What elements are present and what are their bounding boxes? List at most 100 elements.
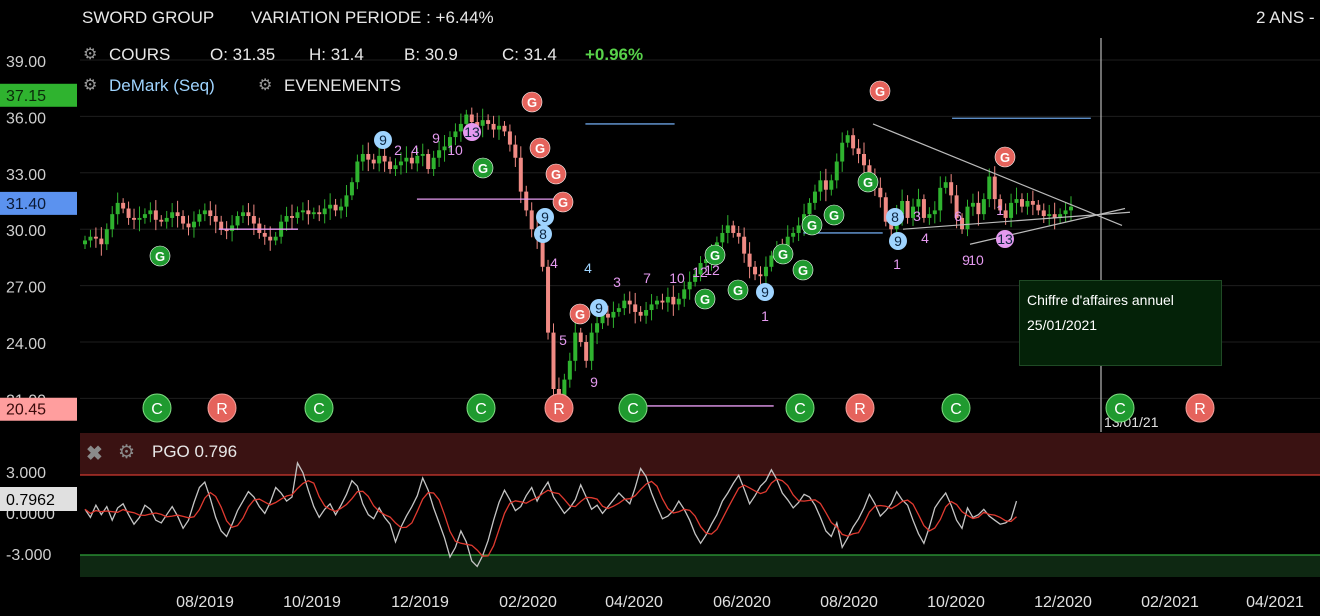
candle bbox=[676, 298, 681, 305]
event-marker bbox=[1105, 393, 1135, 423]
candle bbox=[845, 135, 850, 143]
candle bbox=[1069, 206, 1073, 211]
demark-count-badge bbox=[463, 123, 481, 141]
x-tick-label: 02/2020 bbox=[499, 594, 557, 611]
candle bbox=[796, 225, 801, 233]
candle bbox=[224, 229, 229, 232]
events-indicator-label[interactable]: EVENEMENTS bbox=[284, 76, 402, 95]
candle bbox=[475, 122, 480, 126]
candle bbox=[1019, 199, 1024, 207]
candle bbox=[137, 217, 142, 220]
candle bbox=[497, 125, 502, 130]
price-tag-last bbox=[0, 191, 77, 215]
candle bbox=[921, 199, 926, 218]
events-settings-gear-icon[interactable]: ⚙ bbox=[258, 77, 273, 94]
candle bbox=[829, 180, 834, 190]
candle bbox=[704, 259, 709, 264]
x-tick-label: 08/2019 bbox=[176, 594, 234, 611]
period-variation: VARIATION PERIODE : +6.44% bbox=[251, 8, 494, 27]
g-marker bbox=[529, 137, 551, 159]
candle bbox=[823, 180, 828, 190]
demark-settings-gear-icon[interactable]: ⚙ bbox=[83, 77, 98, 94]
candle bbox=[153, 210, 158, 220]
event-marker bbox=[544, 393, 574, 423]
close-pgo-icon[interactable]: ✖ bbox=[86, 443, 103, 465]
candle bbox=[987, 176, 992, 200]
demark-count-label: 6 bbox=[954, 208, 962, 224]
candle bbox=[992, 176, 997, 200]
g-marker bbox=[727, 279, 749, 301]
candle bbox=[507, 131, 512, 145]
demark-count-label: 9 bbox=[541, 209, 549, 225]
candle bbox=[567, 360, 572, 380]
candle bbox=[644, 310, 649, 316]
event-marker-label: C bbox=[313, 401, 325, 418]
candle bbox=[360, 154, 365, 162]
candle bbox=[235, 216, 240, 226]
event-marker-label: C bbox=[794, 401, 806, 418]
candle bbox=[649, 304, 654, 311]
g-marker-label: G bbox=[575, 307, 585, 322]
candle bbox=[513, 144, 518, 158]
trendline bbox=[872, 123, 1123, 226]
candle bbox=[148, 210, 153, 215]
g-marker-label: G bbox=[535, 141, 545, 156]
candle bbox=[328, 204, 333, 209]
cours-label: COURS bbox=[109, 45, 171, 64]
candle bbox=[480, 120, 485, 126]
demark-count-label: 9 bbox=[761, 284, 769, 300]
demark-indicator-label[interactable]: DeMark (Seq) bbox=[109, 76, 215, 95]
x-tick-label: 04/2021 bbox=[1246, 594, 1304, 611]
candle bbox=[1003, 210, 1008, 218]
candles bbox=[83, 107, 1073, 420]
candle bbox=[769, 255, 774, 267]
high-value: H: 31.4 bbox=[309, 45, 364, 64]
candle bbox=[622, 300, 627, 309]
demark-count-label: 1 bbox=[761, 308, 769, 324]
candle bbox=[420, 154, 425, 156]
event-marker bbox=[1185, 393, 1215, 423]
candle bbox=[186, 223, 191, 228]
demark-count-label: 4 bbox=[921, 230, 929, 246]
candle bbox=[333, 204, 338, 211]
candle bbox=[927, 214, 932, 218]
candle bbox=[605, 313, 610, 318]
pgo-oversold-zone bbox=[80, 555, 1320, 577]
candle bbox=[671, 296, 676, 305]
candle bbox=[99, 238, 104, 245]
candle bbox=[791, 232, 796, 237]
candle bbox=[1041, 210, 1046, 217]
candle bbox=[731, 225, 736, 233]
pgo-overbought-zone bbox=[80, 433, 1320, 475]
event-marker bbox=[466, 393, 496, 423]
candle bbox=[954, 195, 959, 218]
pgo-signal-line bbox=[84, 478, 1017, 557]
g-marker-label: G bbox=[478, 161, 488, 176]
event-marker-label: R bbox=[216, 401, 228, 418]
candle bbox=[170, 212, 175, 218]
demark-count-badge bbox=[756, 283, 774, 301]
demark-count-label: 9 bbox=[432, 130, 440, 146]
candle bbox=[1063, 210, 1068, 215]
cours-settings-gear-icon[interactable]: ⚙ bbox=[83, 46, 98, 63]
candle bbox=[159, 219, 164, 222]
time-range-selector[interactable]: 2 ANS - bbox=[1256, 8, 1315, 27]
demark-count-label: 9 bbox=[962, 252, 970, 268]
demark-count-label: 1 bbox=[893, 256, 901, 272]
demark-count-label: 9 bbox=[595, 300, 603, 316]
candle bbox=[698, 263, 703, 275]
candle bbox=[300, 210, 305, 213]
candle bbox=[981, 199, 986, 215]
g-marker-label: G bbox=[710, 248, 720, 263]
candle bbox=[693, 274, 698, 282]
g-marker bbox=[857, 171, 879, 193]
candle bbox=[660, 300, 665, 303]
candle bbox=[164, 217, 169, 222]
event-tooltip: Chiffre d'affaires annuel 25/01/2021 bbox=[1019, 280, 1222, 366]
candle bbox=[932, 210, 937, 215]
candle bbox=[725, 225, 730, 233]
demark-count-badge bbox=[536, 208, 554, 226]
pgo-settings-gear-icon[interactable]: ⚙ bbox=[118, 442, 136, 463]
candle bbox=[175, 212, 180, 217]
